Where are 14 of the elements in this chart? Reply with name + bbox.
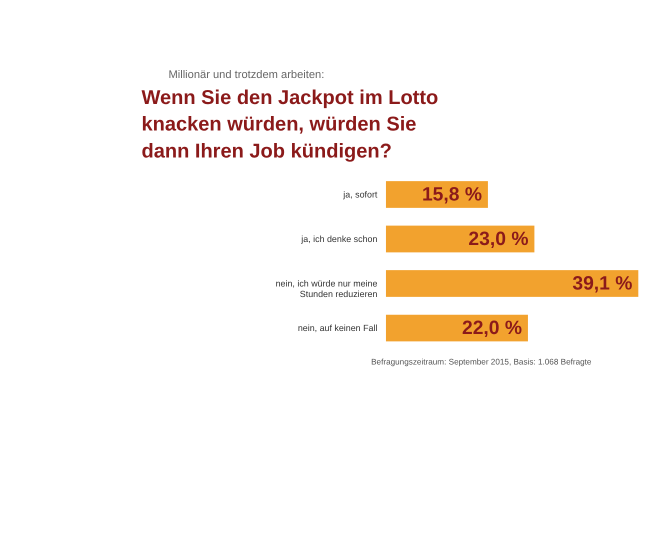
chart-title: Wenn Sie den Jackpot im Lotto knacken würden, würden Sie dann Ihren Job kündigen? bbox=[141, 86, 438, 162]
data-label: 22,0 % bbox=[462, 318, 522, 340]
bar bbox=[386, 314, 528, 342]
y-tick-label: nein, ich würde nur meine Stunden reduzieren bbox=[276, 278, 378, 299]
data-label: 23,0 % bbox=[468, 228, 528, 250]
y-tick-label: nein, auf keinen Fall bbox=[298, 323, 378, 334]
bar bbox=[386, 226, 534, 252]
data-label: 39,1 % bbox=[572, 273, 632, 294]
y-tick-label: ja, ich denke schon bbox=[300, 234, 378, 244]
data-label: 15,8 % bbox=[422, 184, 482, 206]
bar bbox=[386, 270, 638, 297]
y-tick-label: ja, sofort bbox=[342, 189, 378, 200]
text: Millionär und trotzdem arbeiten: bbox=[168, 68, 324, 81]
text: Befragungszeitraum: September 2015, Basis: 1.068 Befragte bbox=[371, 357, 592, 366]
